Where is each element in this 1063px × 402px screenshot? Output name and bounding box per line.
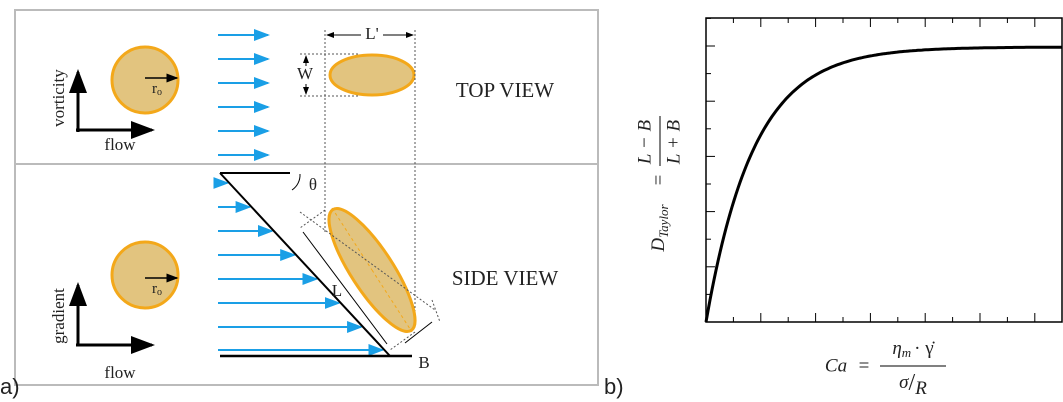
width-label: W <box>297 64 314 83</box>
plot-frame <box>706 18 1062 322</box>
denominator: σ/R <box>899 370 927 400</box>
view-title: SIDE VIEW <box>452 266 559 290</box>
axis-label: vorticity <box>49 69 68 127</box>
panel-a: ro vorticity flow L' W TOP VIEW ro gradi… <box>0 10 598 399</box>
ticks <box>706 18 1035 322</box>
length-label: L' <box>365 24 378 43</box>
deformed-droplet <box>330 55 414 95</box>
curve <box>706 47 1062 322</box>
equals: = <box>859 355 870 376</box>
breadth-label: B <box>418 353 429 372</box>
figure: ro vorticity flow L' W TOP VIEW ro gradi… <box>0 0 1063 402</box>
symbol: Ca <box>825 355 847 376</box>
numerator: ηm· γ̇ <box>892 338 935 360</box>
axis-label: gradient <box>49 288 68 344</box>
symbol: DTaylor <box>648 203 671 252</box>
droplet <box>112 242 178 308</box>
view-title: TOP VIEW <box>456 78 554 102</box>
denominator: L + B <box>663 120 684 166</box>
axis-label: flow <box>104 135 136 154</box>
length-label: L <box>332 281 342 300</box>
panel-label: b) <box>604 374 624 399</box>
panel-label: a) <box>0 374 20 399</box>
angle-label: θ <box>309 175 317 194</box>
x-axis-label: Ca = ηm· γ̇ σ/R <box>825 338 946 399</box>
y-axis-label: DTaylor = L − B L + B <box>634 116 684 253</box>
equals: = <box>648 175 669 186</box>
panel-b: b) DTaylor = L − B L + B Ca = ηm· γ̇ σ/R <box>604 18 1062 399</box>
numerator: L − B <box>634 120 655 166</box>
droplet <box>112 47 178 113</box>
axis-label: flow <box>104 363 136 382</box>
